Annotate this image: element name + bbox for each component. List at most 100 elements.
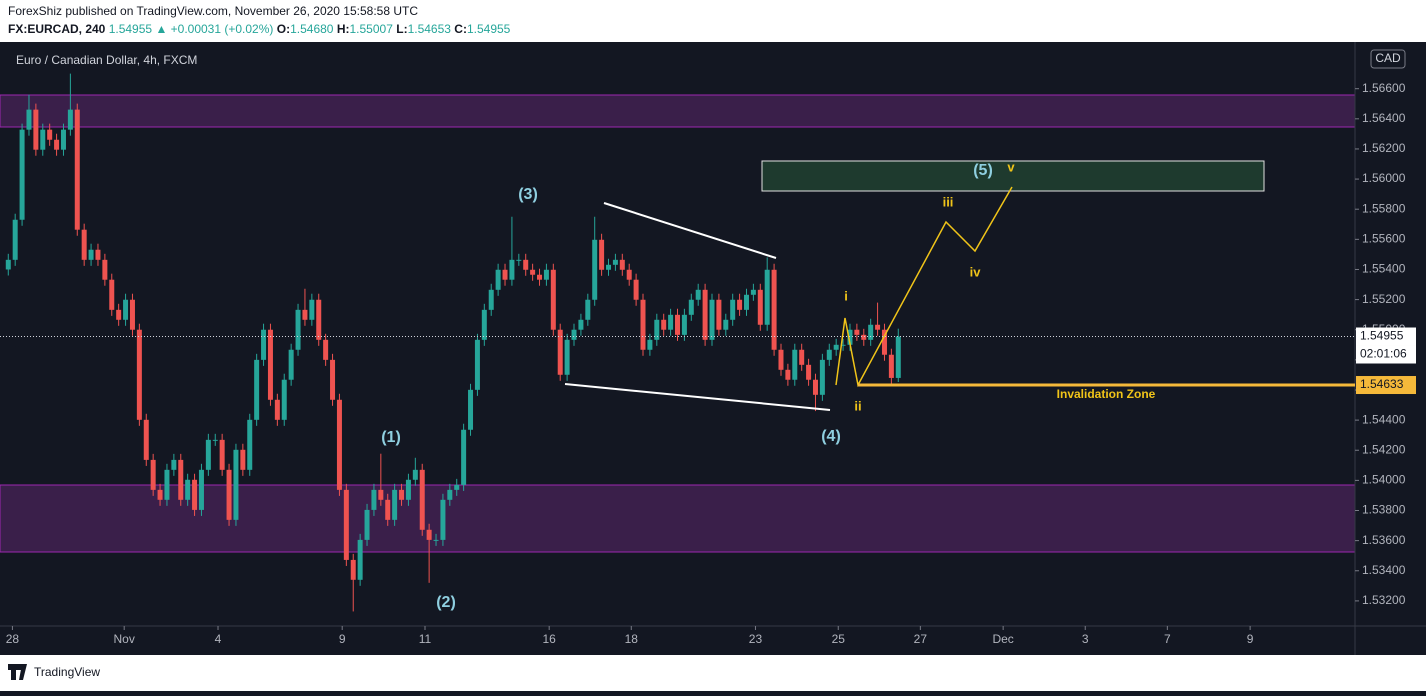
y-tick-label: 1.54200 [1362,442,1406,456]
candle-body [5,259,11,270]
candle-body [826,349,832,360]
subwave-label: iii [943,194,954,209]
candle-body [330,359,336,400]
candle-body [723,319,729,330]
candle-body [426,529,432,540]
wave-label: (3) [518,186,538,203]
candle-body [868,324,874,340]
candle-body [716,299,722,330]
candle-body [247,419,253,470]
candle-body [40,129,46,150]
candle-body [19,129,25,220]
candle-body [150,459,156,490]
candle-body [185,479,191,500]
candle-body [412,469,418,480]
currency: CAD [1375,51,1401,65]
x-tick-label: 7 [1164,632,1171,646]
y-tick-label: 1.53200 [1362,593,1406,607]
candle-body [295,309,301,350]
candle-body [474,339,480,390]
candle-body [771,269,777,350]
wave-projection [835,186,1013,388]
candle-body [212,439,218,441]
candle-body [129,299,135,330]
candle-body [619,259,625,270]
candle-body [433,539,439,541]
x-tick-label: Nov [114,632,135,646]
candle-body [737,299,743,310]
candle-body [371,489,377,510]
candle-body [67,109,73,130]
candle-body [60,129,66,150]
candle-body [357,539,363,580]
y-tick-label: 1.54000 [1362,473,1406,487]
candle-body [281,379,287,420]
candle-body [316,299,322,340]
candle-body [33,109,39,150]
candle-body [198,469,204,510]
candle-body [447,489,453,500]
symbol-info: FX:EURCAD, 240 1.54955 ▲ +0.00031 (+0.02… [8,22,511,36]
symbol: FX:EURCAD, 240 [8,22,106,36]
currency-box[interactable] [1370,49,1406,69]
candle-body [205,439,211,470]
target-zone [761,160,1265,192]
subwave-label: i [844,288,848,303]
wedge-lower [564,383,831,411]
candle-body [875,324,881,330]
change: ▲ +0.00031 (+0.02%) [155,22,273,36]
candle-body [136,329,142,420]
candle-body [226,469,232,520]
candle-body [592,239,598,300]
candle-body [833,344,839,350]
candle-body [675,314,680,335]
candle-body [806,364,812,380]
invalidation-label: Invalidation Zone [1057,387,1156,401]
y-tick-label: 1.53600 [1362,533,1406,547]
candle-body [640,299,646,350]
candle-body [178,459,184,500]
chart-title: Euro / Canadian Dollar, 4h, FXCM [16,53,197,67]
close: 1.54955 [467,22,511,36]
last-price-box [1356,327,1416,346]
candle-body [757,289,763,325]
candle-body [378,489,384,500]
candle-body [123,299,129,320]
candle-body [799,349,805,365]
candle-body [392,489,398,520]
invalidation-box [1356,376,1416,395]
y-tick-label: 1.55600 [1362,232,1406,246]
candle-body [102,259,108,280]
high: 1.55007 [350,22,394,36]
candle-body [564,339,570,375]
candle-body [219,439,225,470]
wave-label: (2) [436,594,456,611]
candle-body [323,339,329,360]
candle-body [750,289,756,295]
candle-body [847,329,853,345]
y-tick-label: 1.55800 [1362,201,1406,215]
x-tick-label: 16 [542,632,556,646]
candle-body [47,129,53,140]
candle-body [81,229,87,260]
x-tick-label: 3 [1082,632,1089,646]
candle-body [854,329,860,335]
candle-body [461,429,467,485]
candle-body [343,489,349,560]
candle-body [792,349,798,380]
candle-body [192,479,198,510]
x-tick-label: 25 [832,632,846,646]
x-tick-label: 9 [339,632,346,646]
candle-body [523,259,529,270]
candle-body [171,459,177,470]
y-tick-label: 1.56400 [1362,111,1406,125]
candle-body [143,419,149,460]
candle-body [509,259,515,280]
candle-body [267,329,273,400]
y-tick-label: 1.56000 [1362,171,1406,185]
invalidation-price: 1.54633 [1360,377,1404,391]
y-tick-label: 1.53800 [1362,503,1406,517]
candle-body [571,329,577,340]
candle-body [95,249,101,260]
